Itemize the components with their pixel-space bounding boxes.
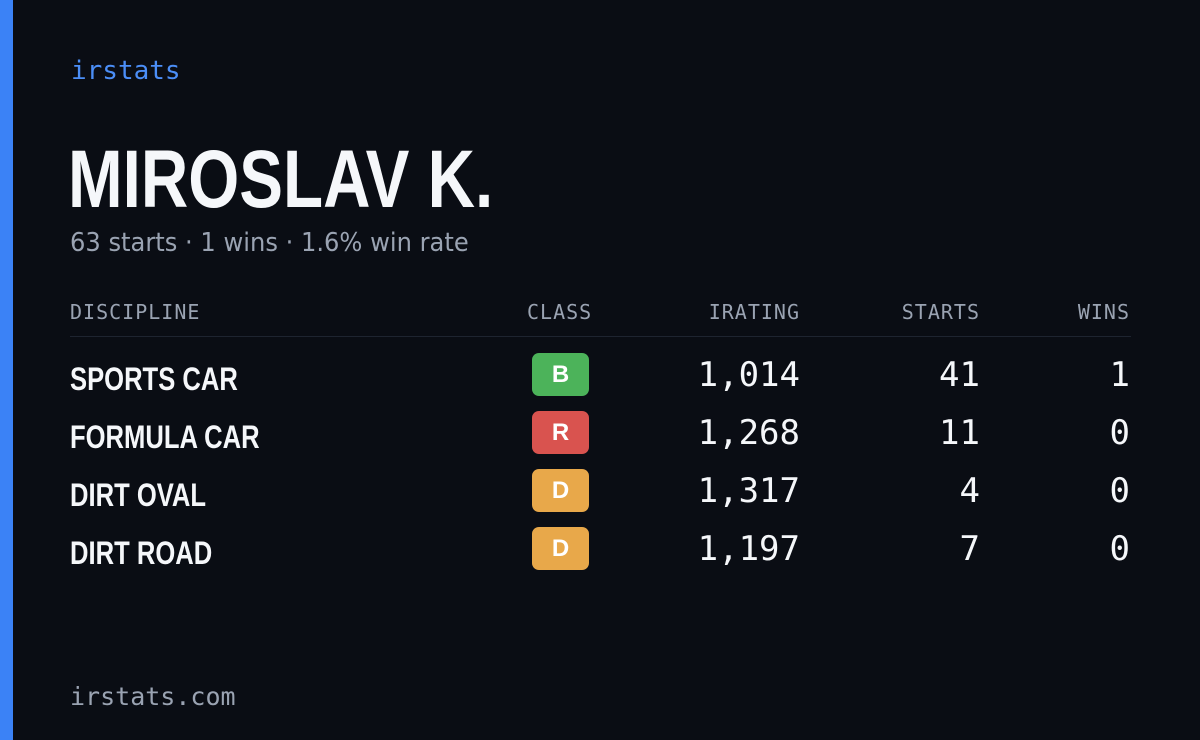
header-wins: WINS: [1077, 300, 1130, 324]
brand-logo: irstats: [71, 56, 181, 86]
ratings-table: DISCIPLINE CLASS IRATING STARTS WINS SPO…: [70, 296, 1131, 571]
starts-value: 7: [959, 529, 980, 569]
starts-value: 4: [959, 471, 980, 511]
irating-value: 1,268: [697, 413, 800, 453]
wins-value: 0: [1109, 471, 1130, 511]
license-class-badge: R: [532, 411, 589, 454]
table-row: DIRT ROAD D 1,197 7 0: [70, 511, 1131, 571]
starts-value: 41: [939, 355, 980, 395]
discipline-name: DIRT OVAL: [70, 477, 207, 513]
table-row: DIRT OVAL D 1,317 4 0: [70, 453, 1131, 513]
discipline-name: SPORTS CAR: [70, 361, 238, 397]
irating-value: 1,317: [697, 471, 800, 511]
header-discipline: DISCIPLINE: [70, 300, 201, 324]
table-row: FORMULA CAR R 1,268 11 0: [70, 395, 1131, 455]
header-class: CLASS: [527, 300, 593, 324]
discipline-name: FORMULA CAR: [70, 419, 260, 455]
wins-value: 0: [1109, 413, 1130, 453]
table-row: SPORTS CAR B 1,014 41 1: [70, 337, 1131, 397]
irating-value: 1,197: [697, 529, 800, 569]
license-class-badge: D: [532, 469, 589, 512]
wins-value: 0: [1109, 529, 1130, 569]
player-summary: 63 starts · 1 wins · 1.6% win rate: [70, 228, 469, 258]
footer-url: irstats.com: [70, 682, 236, 711]
header-irating: IRATING: [708, 300, 800, 324]
discipline-name: DIRT ROAD: [70, 535, 213, 571]
license-class-badge: D: [532, 527, 589, 570]
accent-bar: [0, 0, 13, 740]
table-header: DISCIPLINE CLASS IRATING STARTS WINS: [70, 296, 1131, 337]
header-starts: STARTS: [901, 300, 980, 324]
player-name: MIROSLAV K.: [68, 134, 494, 225]
starts-value: 11: [939, 413, 980, 453]
license-class-badge: B: [532, 353, 589, 396]
wins-value: 1: [1109, 355, 1130, 395]
irating-value: 1,014: [697, 355, 800, 395]
